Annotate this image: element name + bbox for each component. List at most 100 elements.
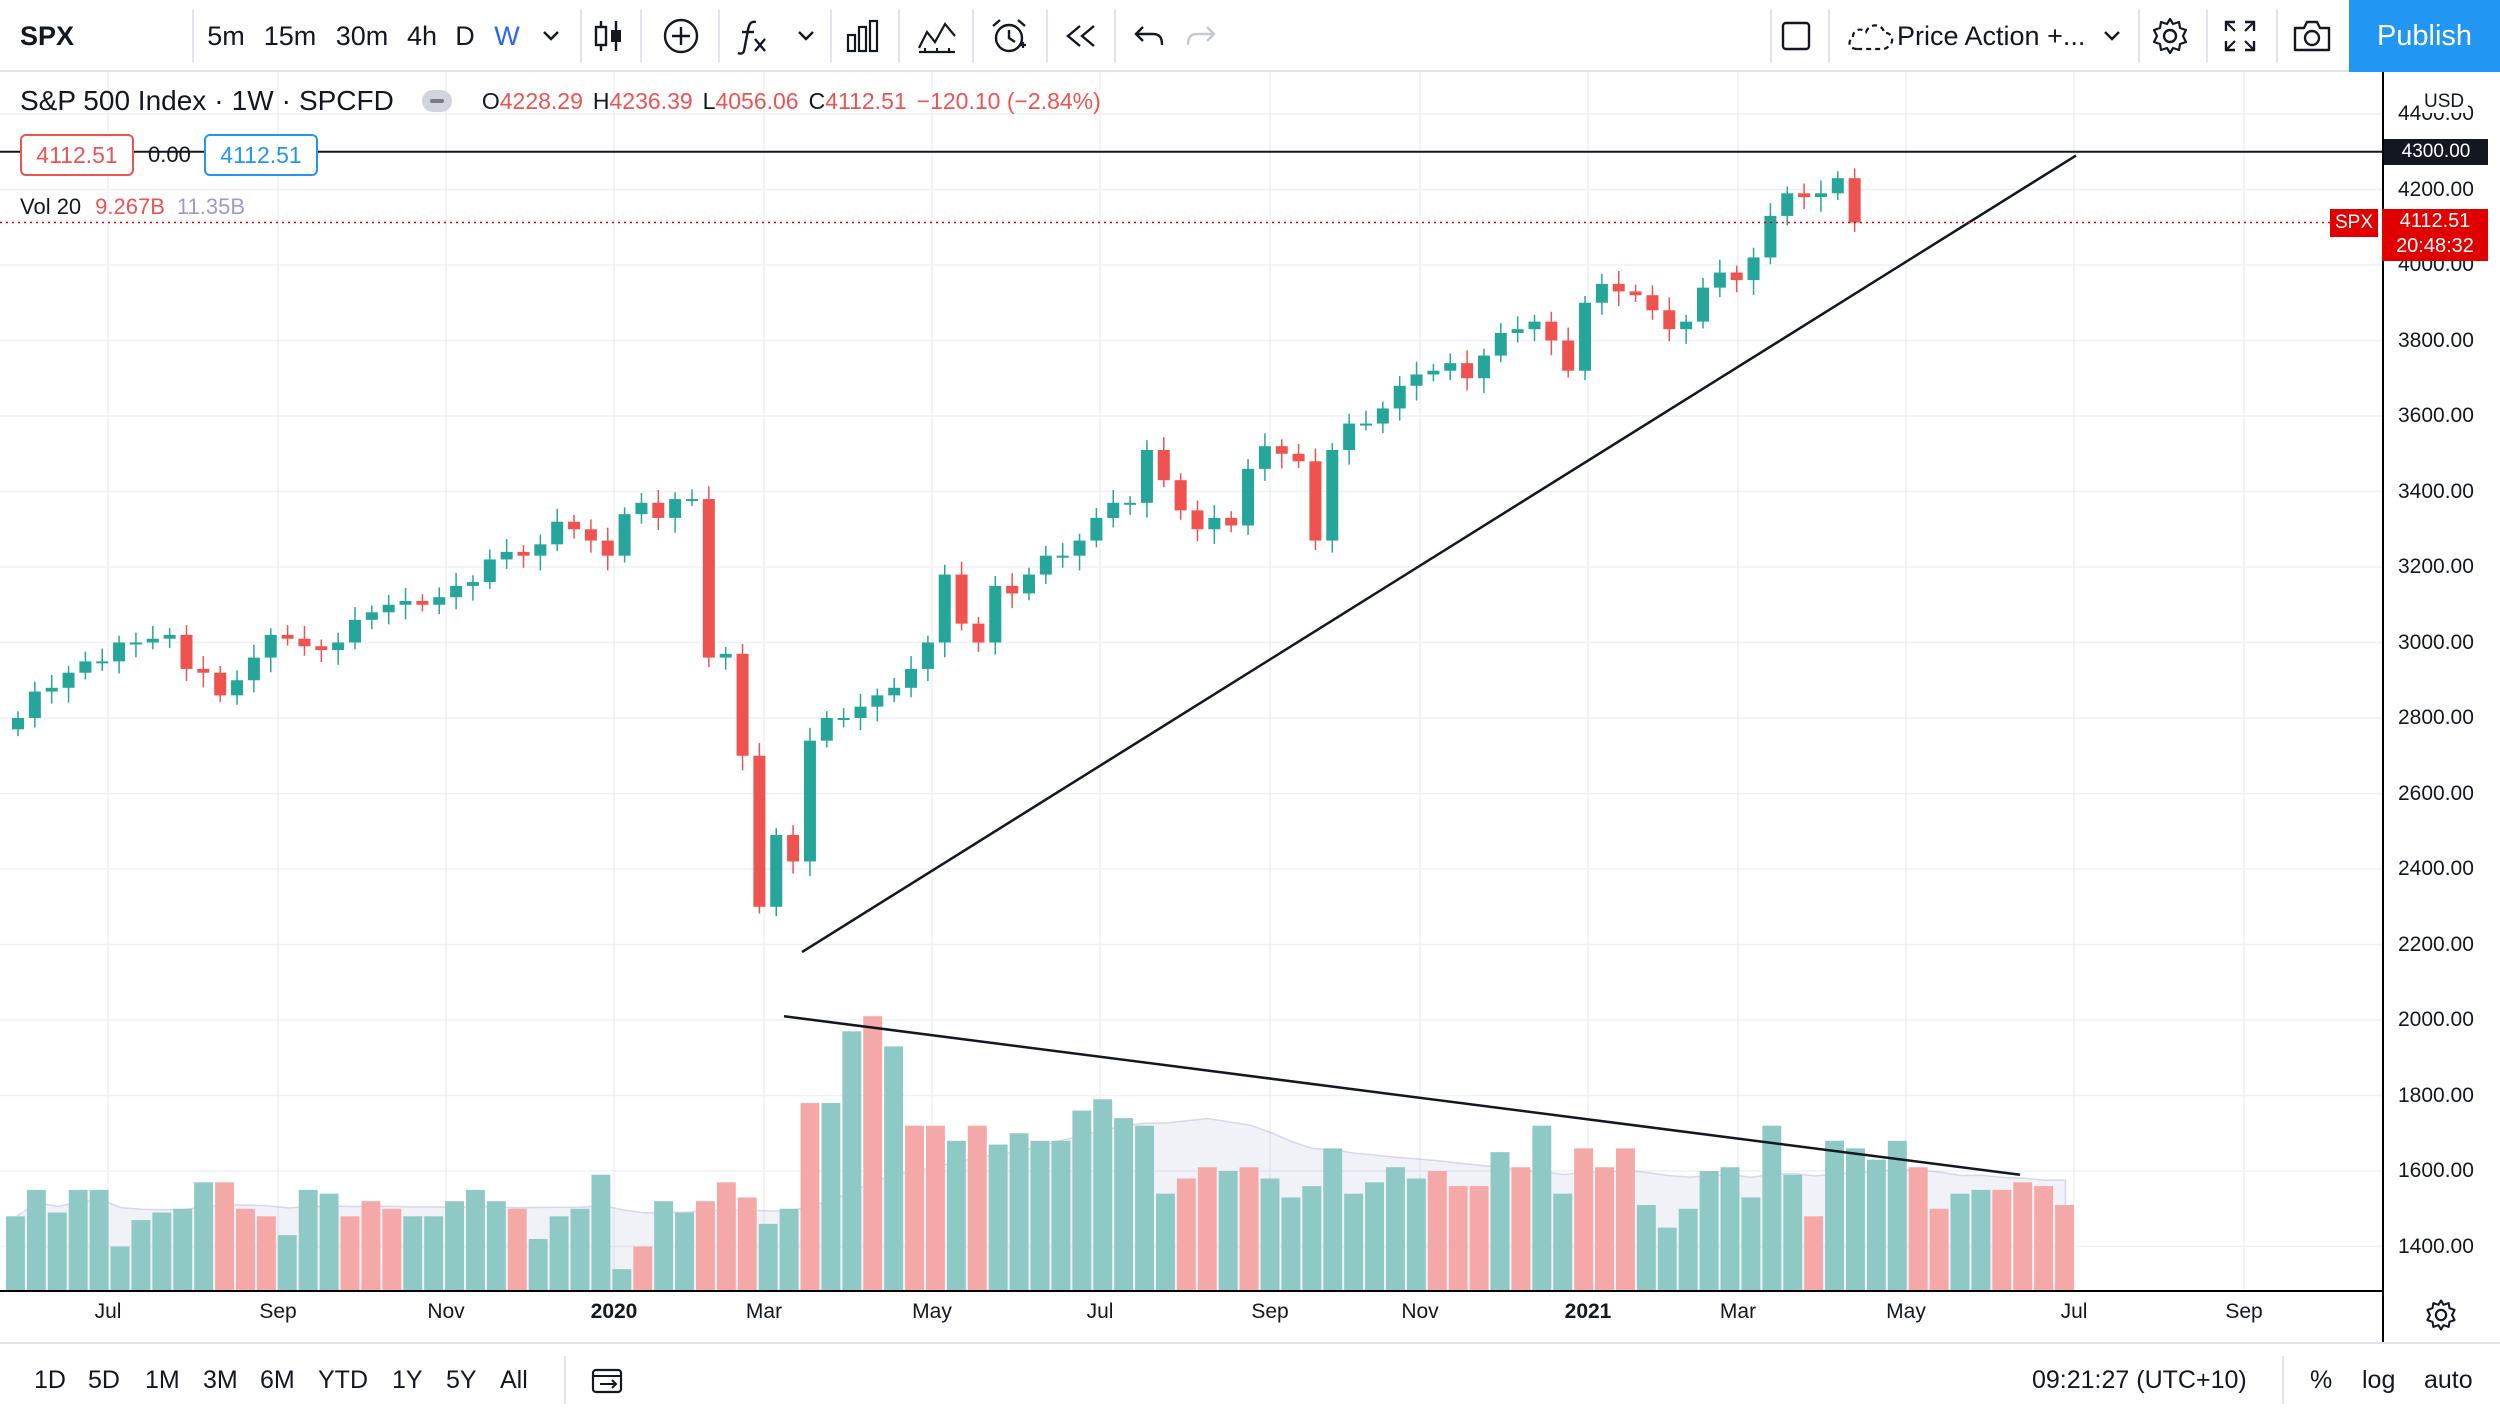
candle	[332, 632, 345, 665]
compare-symbol-button[interactable]	[656, 0, 706, 72]
fullscreen-icon	[2224, 20, 2256, 52]
legend-symbol-title[interactable]: S&P 500 Index	[20, 85, 207, 116]
template-dropdown-button[interactable]	[2098, 0, 2126, 72]
sell-price-button[interactable]: 4112.51	[20, 134, 134, 176]
candle	[1326, 443, 1339, 553]
volume-bar	[2013, 1182, 2033, 1290]
calendar-range-icon	[591, 1368, 623, 1394]
interval-w-button[interactable]: W	[494, 20, 520, 51]
candle	[1309, 448, 1322, 551]
indicators-dropdown-button[interactable]	[792, 0, 820, 72]
bar-replay-button[interactable]	[1058, 0, 1104, 72]
range-1m-button[interactable]: 1M	[145, 1365, 180, 1394]
fullscreen-button[interactable]	[2214, 0, 2266, 72]
candle	[652, 489, 665, 531]
price-tick-label: 3400.00	[2398, 479, 2474, 503]
interval-30m-button[interactable]: 30m	[335, 20, 389, 51]
symbol-search-button[interactable]: SPX	[20, 20, 75, 51]
candle	[686, 489, 698, 506]
volume-bar	[445, 1201, 464, 1290]
interval-5m-button[interactable]: 5m	[207, 20, 245, 51]
candle	[298, 625, 311, 656]
candle	[1275, 439, 1288, 469]
chart-layout-template-button[interactable]: Price Action +...	[1835, 0, 2125, 72]
interval-4h-button[interactable]: 4h	[406, 20, 438, 51]
gear-icon[interactable]	[2424, 1298, 2458, 1332]
snapshot-button[interactable]	[2286, 0, 2338, 72]
select-layout-button[interactable]	[1776, 0, 1816, 72]
chevron-down-icon	[2104, 31, 2120, 41]
volume-bar	[466, 1189, 485, 1290]
time-tick-label: Sep	[2225, 1300, 2263, 1323]
timezone-clock[interactable]: 09:21:27 (UTC+10)	[2032, 1365, 2247, 1394]
alert-button[interactable]	[984, 0, 1034, 72]
volume-bar	[633, 1246, 653, 1290]
volume-bar	[1176, 1178, 1196, 1290]
range-all-button[interactable]: All	[500, 1365, 528, 1394]
bottom-divider	[564, 1356, 566, 1404]
candle	[129, 632, 142, 658]
candle	[1073, 533, 1086, 571]
drawings-layer[interactable]	[0, 150, 2382, 1177]
range-5d-button[interactable]: 5D	[88, 1365, 120, 1394]
undo-button[interactable]	[1126, 0, 1172, 72]
volume-indicator-name[interactable]: Vol 20	[20, 194, 82, 219]
percent-scale-button[interactable]: %	[2310, 1365, 2333, 1394]
volume-bar	[821, 1103, 841, 1290]
bottom-toolbar	[0, 1342, 2500, 1416]
interval-d-button[interactable]: D	[455, 20, 475, 51]
currency-label[interactable]: USD	[2420, 91, 2469, 113]
price-volume-chart[interactable]	[0, 72, 2382, 1290]
candle	[450, 573, 463, 610]
range-6m-button[interactable]: 6M	[260, 1365, 295, 1394]
time-axis[interactable]	[0, 1290, 2382, 1342]
volume-bar	[779, 1208, 799, 1290]
financials-button[interactable]	[840, 0, 886, 72]
volume-legend[interactable]: Vol 20 9.267B 11.35B	[20, 190, 245, 224]
indicators-button[interactable]	[728, 0, 778, 72]
interval-dropdown-button[interactable]	[536, 0, 566, 72]
price-tick-label: 3600.00	[2398, 404, 2474, 427]
candle	[146, 625, 159, 650]
log-scale-button[interactable]: log	[2362, 1365, 2396, 1394]
chart-pane[interactable]	[0, 72, 2500, 1342]
candle	[854, 693, 867, 731]
toolbar-divider	[2138, 10, 2140, 62]
candle	[231, 670, 244, 705]
chart-settings-button[interactable]	[2144, 0, 2196, 72]
volume-bar	[1553, 1193, 1573, 1290]
time-tick-label: Mar	[745, 1300, 783, 1323]
range-1d-button[interactable]: 1D	[34, 1365, 66, 1394]
range-3m-button[interactable]: 3M	[203, 1365, 238, 1394]
auto-scale-button[interactable]: auto	[2424, 1365, 2473, 1394]
candle	[1208, 505, 1221, 544]
range-1y-button[interactable]: 1Y	[392, 1365, 423, 1394]
redo-button[interactable]	[1178, 0, 1224, 72]
publish-button[interactable]: Publish	[2349, 0, 2500, 72]
time-tick-label: Mar	[1719, 1300, 1757, 1323]
buy-price-button[interactable]: 4112.51	[204, 134, 318, 176]
candle	[1697, 277, 1709, 329]
low-value: 4056.06	[715, 87, 799, 114]
candle	[568, 514, 581, 539]
candle	[1157, 437, 1170, 487]
series-legend[interactable]: S&P 500 Index · 1W · SPCFD O4228.29 H423…	[20, 84, 1101, 118]
legend-interval: 1W	[231, 85, 274, 116]
templates-button[interactable]	[912, 0, 962, 72]
candle	[534, 534, 547, 571]
interval-15m-button[interactable]: 15m	[263, 20, 317, 51]
volume-bar	[2055, 1204, 2074, 1290]
candle	[702, 486, 715, 668]
price-trendline[interactable]	[801, 154, 2077, 954]
volume-bar	[926, 1125, 945, 1290]
range-5y-button[interactable]: 5Y	[446, 1365, 477, 1394]
chart-type-button[interactable]	[590, 0, 626, 72]
volume-trendline[interactable]	[783, 1014, 2021, 1177]
legend-separator: ·	[214, 85, 224, 116]
volume-bar	[654, 1201, 674, 1290]
legend-toggle-icon[interactable]	[421, 90, 452, 112]
range-ytd-button[interactable]: YTD	[318, 1365, 368, 1394]
go-to-date-button[interactable]	[590, 1360, 626, 1400]
candle	[1258, 433, 1271, 481]
candle	[1056, 542, 1069, 568]
